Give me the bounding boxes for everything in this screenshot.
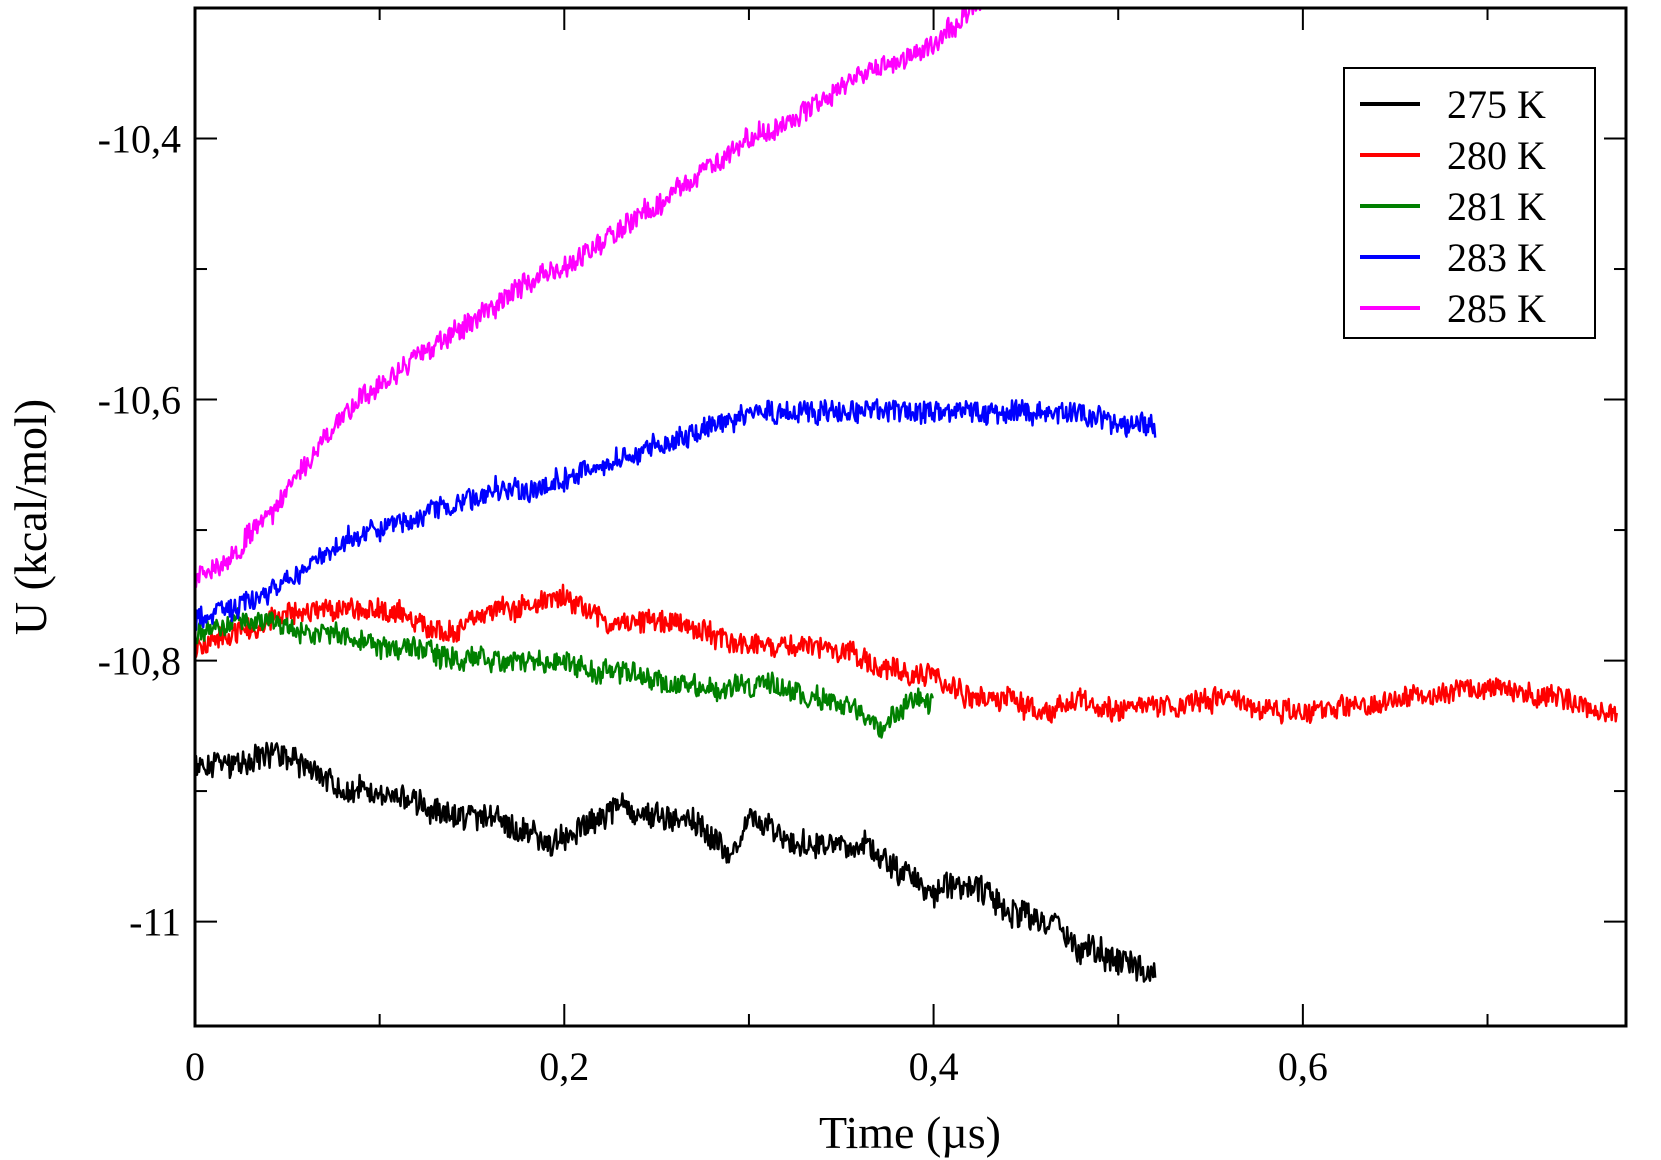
legend-label: 275 K	[1447, 82, 1546, 127]
legend-label: 280 K	[1447, 133, 1546, 178]
series-line-283-k	[195, 398, 1157, 1026]
x-tick-label: 0,6	[1278, 1044, 1328, 1089]
series-line-280-k	[195, 583, 1618, 1026]
y-tick-label: -10,6	[98, 378, 181, 423]
y-tick-label: -11	[129, 900, 181, 945]
x-tick-label: 0	[185, 1044, 205, 1089]
series-line-285-k	[195, 8, 982, 1026]
legend-label: 285 K	[1447, 286, 1546, 331]
legend-label: 281 K	[1447, 184, 1546, 229]
x-tick-label: 0,4	[909, 1044, 959, 1089]
series-layer	[195, 8, 1618, 1026]
y-tick-label: -10,8	[98, 639, 181, 684]
y-axis-label: U (kcal/mol)	[5, 399, 56, 635]
x-tick-label: 0,2	[539, 1044, 589, 1089]
legend-box	[1343, 67, 1596, 339]
ticks-layer	[194, 7, 1626, 1026]
plot-frame	[193, 6, 1628, 1028]
tick-labels-layer: 0 0,2 0,4 0,6 -11 -10,8 -10,6 -10,4	[98, 117, 1328, 1089]
series-line-281-k	[195, 607, 934, 1026]
series-line-275-k	[195, 741, 1157, 1026]
legend: 275 K 280 K 281 K 283 K 285 K	[1343, 67, 1596, 339]
y-tick-label: -10,4	[98, 117, 181, 162]
x-axis-label: Time (µs)	[819, 1107, 1001, 1158]
legend-label: 283 K	[1447, 235, 1546, 280]
